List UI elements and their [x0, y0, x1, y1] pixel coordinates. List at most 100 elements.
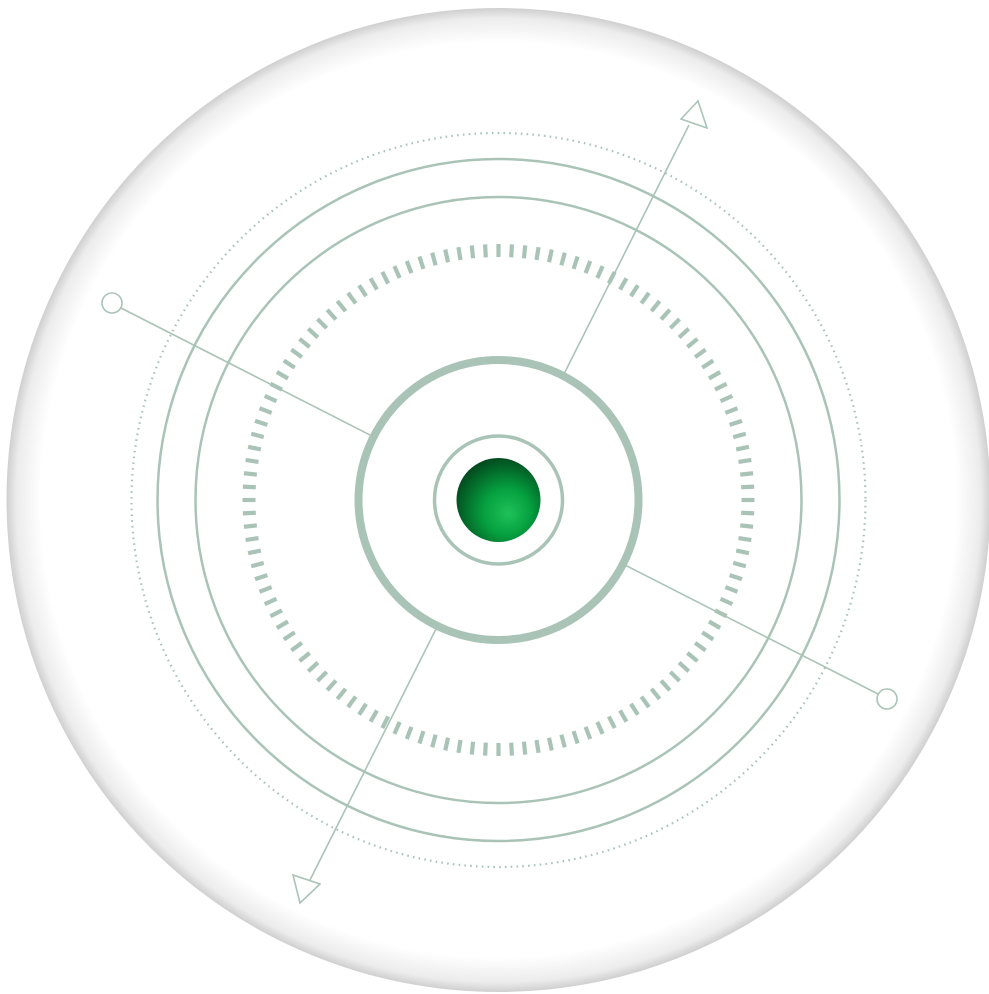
tick-mark — [732, 431, 747, 440]
tick-mark — [417, 255, 426, 270]
tick-mark — [629, 702, 640, 716]
tick-mark — [245, 457, 259, 465]
tick-mark — [659, 308, 672, 321]
tick-mark — [738, 457, 752, 465]
tick-mark — [263, 596, 278, 607]
tick-mark — [701, 630, 715, 642]
tick-mark — [282, 358, 296, 370]
tick-mark — [306, 327, 320, 339]
tick-mark — [380, 715, 391, 730]
tick-mark — [707, 619, 722, 630]
tick-mark — [595, 265, 605, 279]
tick-mark — [521, 245, 528, 259]
tick-mark — [571, 255, 580, 270]
tick-mark — [719, 596, 734, 607]
tick-mark — [282, 630, 296, 642]
tick-mark — [258, 406, 273, 415]
tick-mark — [290, 641, 304, 653]
tick-mark — [269, 608, 283, 619]
tick-mark — [275, 370, 290, 381]
tick-mark — [469, 245, 476, 259]
tick-mark — [714, 381, 728, 392]
tick-mark — [254, 573, 269, 582]
tick-mark — [250, 431, 265, 440]
tick-mark — [325, 679, 338, 692]
tick-mark — [728, 418, 743, 427]
tick-mark — [724, 406, 739, 415]
tick-mark — [275, 619, 290, 630]
tick-mark — [546, 737, 554, 751]
outer-ring — [156, 157, 841, 843]
inner-ring — [194, 195, 803, 805]
tick-mark — [639, 291, 651, 305]
tick-mark — [732, 560, 747, 569]
tick-mark — [701, 358, 715, 370]
tick-mark — [639, 695, 651, 709]
tick-mark — [668, 317, 682, 330]
tick-mark — [368, 709, 379, 723]
tick-mark — [325, 308, 338, 321]
circle-node-icon — [101, 292, 123, 314]
tick-mark — [559, 252, 567, 266]
tick-mark — [306, 661, 320, 673]
tick-mark — [250, 560, 265, 569]
tick-mark — [417, 730, 426, 745]
tick-mark — [443, 737, 451, 751]
tick-mark — [483, 742, 488, 756]
tick-mark — [618, 277, 629, 291]
core-dot — [456, 458, 541, 542]
tick-mark — [738, 535, 752, 543]
tick-mark — [686, 337, 699, 349]
tick-mark — [521, 741, 528, 755]
tick-mark — [583, 260, 593, 274]
tick-mark — [298, 651, 311, 663]
tick-mark — [298, 337, 311, 349]
tick-mark — [290, 347, 304, 359]
tick-mark — [546, 249, 554, 263]
tick-mark — [649, 687, 662, 701]
tick-mark — [686, 651, 699, 663]
tick-mark — [583, 726, 593, 740]
tick-mark — [659, 679, 672, 692]
tick-mark — [693, 641, 707, 653]
tick-mark — [606, 715, 617, 730]
tick-mark — [247, 444, 262, 452]
tick-mark — [719, 393, 734, 404]
tick-mark — [741, 510, 755, 516]
tick-mark — [739, 523, 754, 529]
tick-mark — [728, 573, 743, 582]
tick-mark — [693, 347, 707, 359]
tick-mark — [315, 670, 329, 683]
tick-mark — [618, 709, 629, 723]
tick-mark — [404, 260, 414, 274]
tick-mark — [668, 670, 682, 683]
tick-mark — [380, 270, 391, 285]
tick-mark — [469, 741, 476, 755]
tick-mark — [509, 742, 514, 756]
tick-mark — [243, 471, 258, 477]
tick-mark — [735, 548, 750, 556]
tick-mark — [559, 734, 567, 748]
tick-mark — [392, 265, 402, 279]
tick-mark — [263, 393, 278, 404]
tick-mark — [735, 444, 750, 452]
tick-mark — [258, 585, 273, 594]
tick-mark — [677, 327, 691, 339]
arrow-head-icon — [679, 99, 709, 130]
tick-mark — [739, 471, 754, 477]
tick-mark — [724, 585, 739, 594]
tick-mark — [247, 548, 262, 556]
tick-mark — [629, 284, 640, 298]
tick-mark — [357, 284, 368, 298]
circle-node-icon — [876, 688, 898, 710]
tick-mark — [346, 695, 358, 709]
tick-mark — [595, 721, 605, 735]
tick-mark — [254, 418, 269, 427]
tick-mark — [483, 244, 488, 258]
tick-mark — [677, 661, 691, 673]
tick-mark — [430, 734, 438, 748]
tick-mark — [315, 317, 329, 330]
tick-mark — [649, 299, 662, 313]
